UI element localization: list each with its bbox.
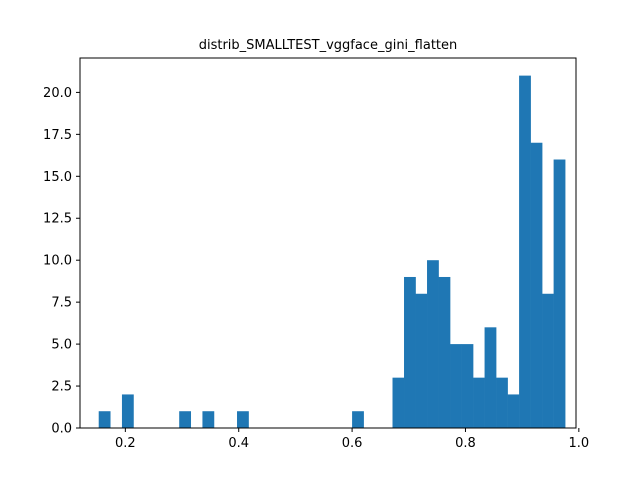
x-axis: 0.2 0.4 0.6 0.8 1.0 xyxy=(115,428,589,451)
y-tick-label-1: 2.5 xyxy=(51,380,72,395)
y-tick-label-2: 5.0 xyxy=(51,338,72,353)
histogram-bar-6 xyxy=(392,377,405,428)
histogram-bar-16 xyxy=(507,394,520,428)
histogram-bar-10 xyxy=(438,276,451,428)
y-tick-label-5: 12.5 xyxy=(43,212,72,227)
histogram-bar-5 xyxy=(352,411,364,428)
x-tick-label-2: 0.6 xyxy=(342,436,363,451)
histogram-bar-9 xyxy=(427,260,439,428)
y-tick-label-6: 15.0 xyxy=(43,170,72,185)
histogram-bar-1 xyxy=(121,394,134,428)
histogram-bar-0 xyxy=(98,411,111,428)
y-tick-label-4: 10.0 xyxy=(43,254,72,269)
histogram-bar-20 xyxy=(553,159,566,428)
histogram-bar-11 xyxy=(450,344,462,428)
histogram-bar-7 xyxy=(404,276,416,428)
histogram-bar-17 xyxy=(519,75,531,429)
histogram-bar-4 xyxy=(237,411,249,428)
histogram-bar-12 xyxy=(461,344,474,428)
histogram-bar-3 xyxy=(202,411,215,428)
x-tick-label-1: 0.4 xyxy=(228,436,249,451)
histogram-bar-8 xyxy=(415,293,428,428)
histogram-bar-15 xyxy=(496,377,508,428)
histogram-bar-13 xyxy=(473,377,485,428)
y-tick-label-3: 7.5 xyxy=(51,296,72,311)
histogram-bar-2 xyxy=(179,411,192,428)
histogram-bar-18 xyxy=(530,142,543,429)
histogram-bars xyxy=(98,75,566,429)
x-tick-label-0: 0.2 xyxy=(115,436,136,451)
y-tick-label-7: 17.5 xyxy=(43,128,72,143)
x-tick-label-3: 0.8 xyxy=(455,436,476,451)
histogram-bar-19 xyxy=(542,293,554,428)
x-tick-label-4: 1.0 xyxy=(568,436,589,451)
histogram-bar-14 xyxy=(484,327,497,428)
y-tick-label-0: 0.0 xyxy=(51,422,72,437)
chart-title: distrib_SMALLTEST_vggface_gini_flatten xyxy=(199,38,458,53)
y-axis: 0.0 2.5 5.0 7.5 10.0 12.5 15.0 17.5 20.0 xyxy=(43,86,80,437)
y-tick-label-8: 20.0 xyxy=(43,86,72,101)
plot-frame xyxy=(79,57,577,429)
